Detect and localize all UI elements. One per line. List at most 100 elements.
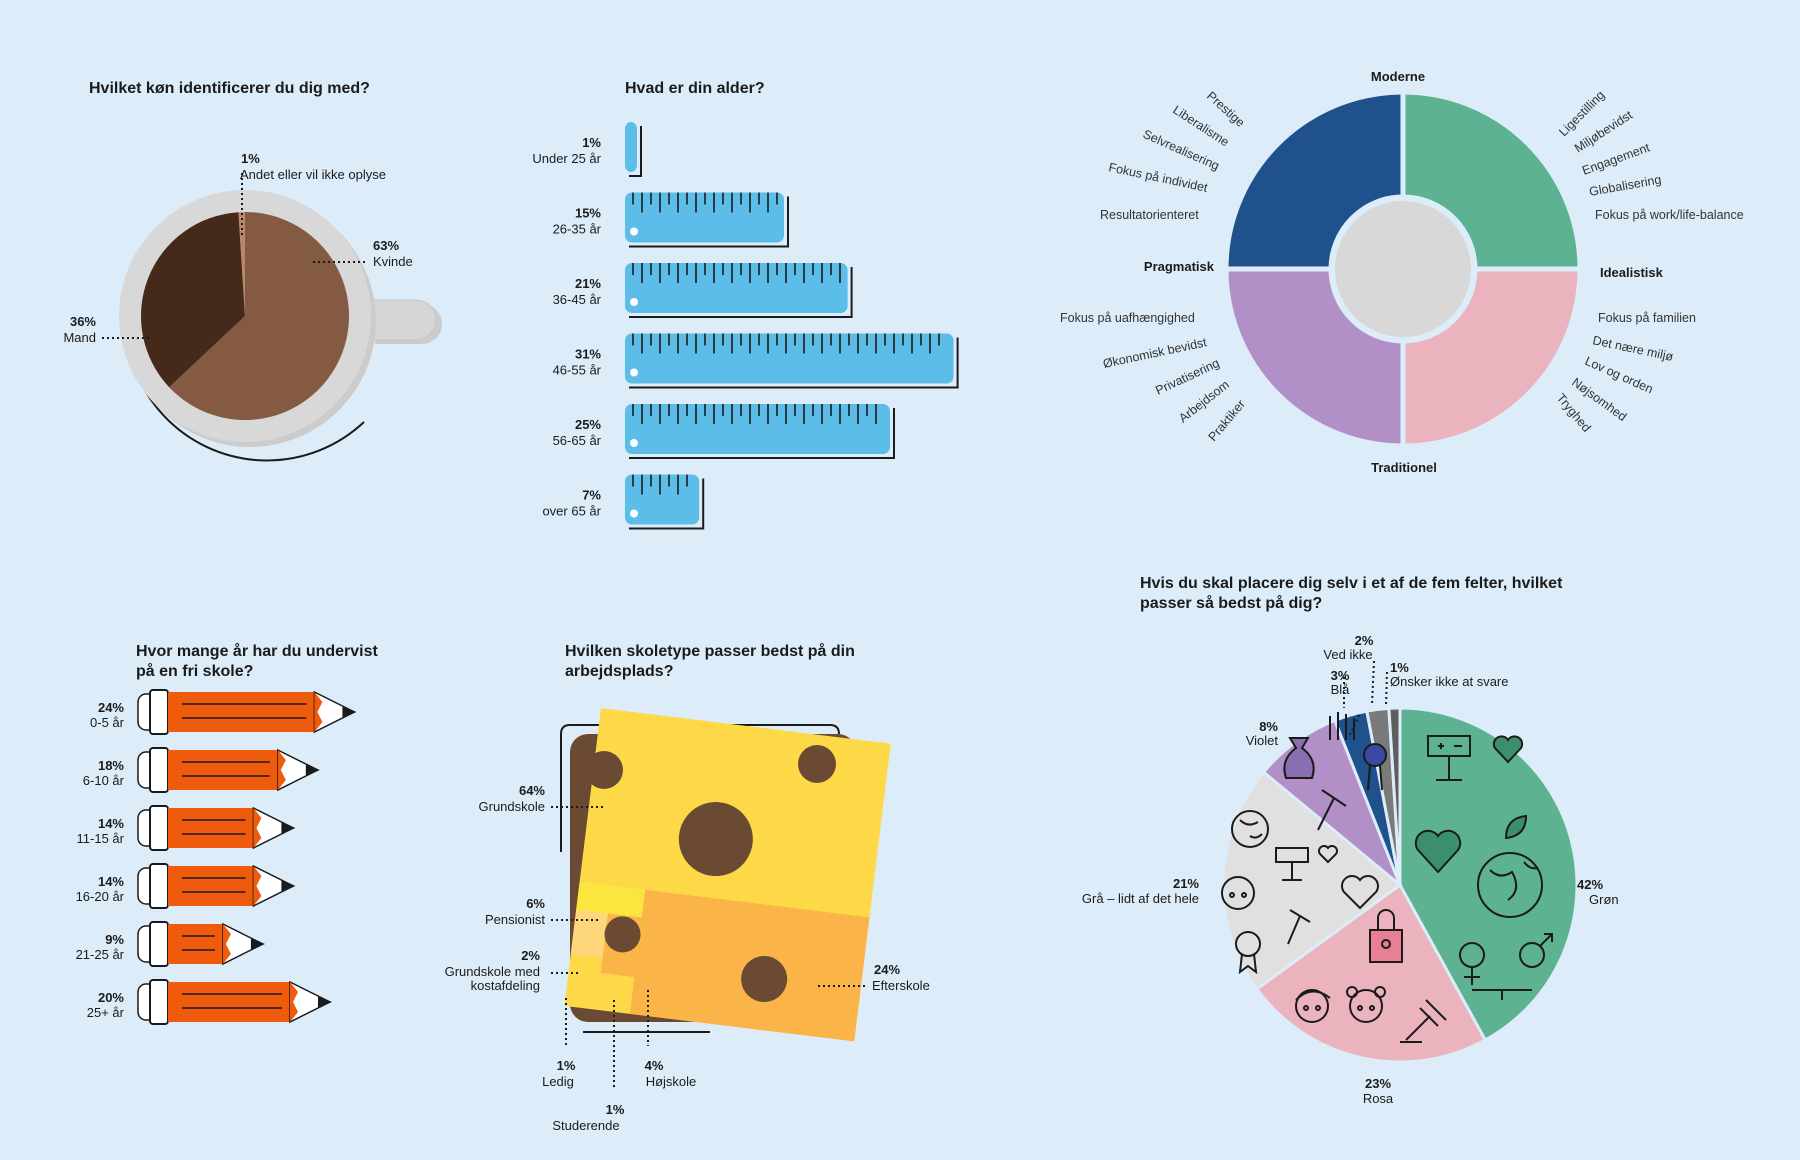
heart-icon	[1341, 875, 1379, 910]
pencil-body	[168, 808, 254, 848]
pencil-lead	[305, 764, 320, 776]
age-rulers: 1%Under 25 år 15%26-35 år 21%36-45 år 31%46…	[532, 122, 959, 530]
years-bar-value: 20%	[98, 990, 124, 1005]
heart-icon	[1414, 829, 1462, 874]
years-bar-value: 9%	[105, 932, 124, 947]
rosette-icon	[1363, 743, 1387, 791]
quadrant-term: Fokus på work/life-balance	[1595, 208, 1744, 222]
age-bar-label: 26-35 år	[553, 222, 602, 237]
pencil-lead	[342, 706, 357, 718]
fields-title-line1: Hvis du skal placere dig selv i et af de…	[1140, 575, 1563, 592]
pencil-body	[168, 924, 223, 964]
pencil-band	[149, 805, 169, 851]
heart-icon	[1318, 845, 1338, 864]
efterskole-pct: 24%	[874, 962, 900, 977]
kostafdeling-pct: 2%	[521, 948, 540, 963]
years-bar-value: 24%	[98, 700, 124, 715]
age-bar	[625, 404, 895, 459]
pencil-lead	[281, 822, 296, 834]
grundskole-pct: 64%	[519, 783, 545, 798]
ruler-icon	[625, 474, 700, 525]
years-bar-label: 25+ år	[87, 1005, 125, 1020]
pencil-band	[149, 689, 169, 735]
ruler-shadow	[629, 478, 705, 530]
field-violet-label: Violet	[1246, 733, 1279, 748]
fields-chart: Hvis du skal placere dig selv i et af de…	[1082, 575, 1619, 1106]
pencil-shaving	[314, 692, 323, 732]
field-blue-pct: 3%	[1331, 668, 1350, 683]
pencil-band	[149, 747, 169, 793]
cheese-pensionist	[576, 881, 646, 918]
pencil-shaving	[253, 808, 262, 848]
gender-pie	[140, 212, 349, 420]
gender-slice-male	[140, 212, 245, 388]
field-noanswer-label: Ønsker ikke at svare	[1390, 674, 1509, 689]
pencil-body	[168, 982, 290, 1022]
fields-title-line2: passer så bedst på dig?	[1140, 594, 1322, 612]
gender-icon	[1459, 933, 1553, 1000]
quadrant-modern-idealistic	[1400, 89, 1583, 272]
pencil-band	[149, 863, 169, 909]
gavel-icon	[1400, 999, 1447, 1043]
gender-male-pct: 36%	[70, 314, 96, 329]
leader-line	[1349, 714, 1360, 736]
hammer-icon	[1317, 789, 1347, 831]
field-noanswer-pct: 1%	[1390, 660, 1409, 675]
age-bar-label: Under 25 år	[532, 151, 601, 166]
ruler-hole	[630, 368, 638, 377]
hammer-icon	[1287, 909, 1311, 945]
leaf-icon	[1504, 814, 1528, 840]
pencil-lead	[281, 880, 296, 892]
gender-other-label: Andet eller vil ikke oplyse	[240, 167, 386, 182]
age-bar	[625, 122, 642, 177]
pencil-icon	[137, 805, 296, 851]
pencil-shaving	[253, 866, 262, 906]
quadrant-term: Resultatorienteret	[1100, 208, 1199, 222]
leader-line	[1371, 660, 1375, 706]
rosette-icon	[1235, 931, 1261, 975]
gender-female-label: Kvinde	[373, 254, 413, 269]
ruler-icon	[625, 333, 954, 384]
axis-modern: Moderne	[1371, 69, 1425, 84]
years-bar-label: 6-10 år	[83, 773, 125, 788]
age-bar	[625, 192, 789, 248]
field-green-label: Grøn	[1589, 892, 1619, 907]
pencil-icon	[137, 747, 320, 793]
age-bar-value: 21%	[575, 276, 601, 291]
quadrant-term: Økonomisk bevidst	[1102, 335, 1209, 371]
fields-icons	[1221, 712, 1553, 1043]
field-rose-label: Rosa	[1363, 1091, 1394, 1106]
ledig-pct: 1%	[557, 1058, 576, 1073]
kostafdeling-label-line1: Grundskole med	[445, 964, 540, 979]
earth-icon	[1477, 852, 1543, 918]
field-slice-noanswer	[1387, 706, 1402, 886]
kostafdeling-label-line2: kostafdeling	[471, 978, 540, 993]
field-grey-pct: 21%	[1173, 876, 1199, 891]
age-bar	[625, 474, 705, 530]
ruler-shadow	[629, 337, 959, 389]
quadrant-term: Fokus på familien	[1598, 311, 1696, 325]
field-rose-pct: 23%	[1365, 1076, 1391, 1091]
age-title: Hvad er din alder?	[625, 80, 765, 97]
age-bar	[625, 263, 853, 318]
compass-ring	[1223, 89, 1583, 449]
age-bar-value: 15%	[575, 206, 601, 221]
quadrant-term: Globalisering	[1588, 172, 1662, 198]
pencil-body	[168, 866, 254, 906]
pensionist-pct: 6%	[526, 896, 545, 911]
age-bar-value: 7%	[582, 488, 601, 503]
pencil-body	[168, 692, 315, 732]
studerende-pct: 1%	[606, 1102, 625, 1117]
years-title-line1: Hvor mange år har du undervist	[136, 642, 379, 660]
efterskole-label: Efterskole	[872, 978, 930, 993]
pencil-icon	[137, 979, 332, 1025]
age-bar-value: 31%	[575, 347, 601, 362]
schooltype-chart: Hvilken skoletype passer bedst på din ar…	[445, 642, 930, 1133]
gender-slice-other	[238, 212, 245, 316]
field-green-pct: 42%	[1577, 877, 1603, 892]
age-bar-label: 56-65 år	[553, 433, 602, 448]
years-bar-label: 21-25 år	[76, 947, 125, 962]
ledig-label: Ledig	[542, 1074, 574, 1089]
ruler-icon	[625, 404, 890, 454]
